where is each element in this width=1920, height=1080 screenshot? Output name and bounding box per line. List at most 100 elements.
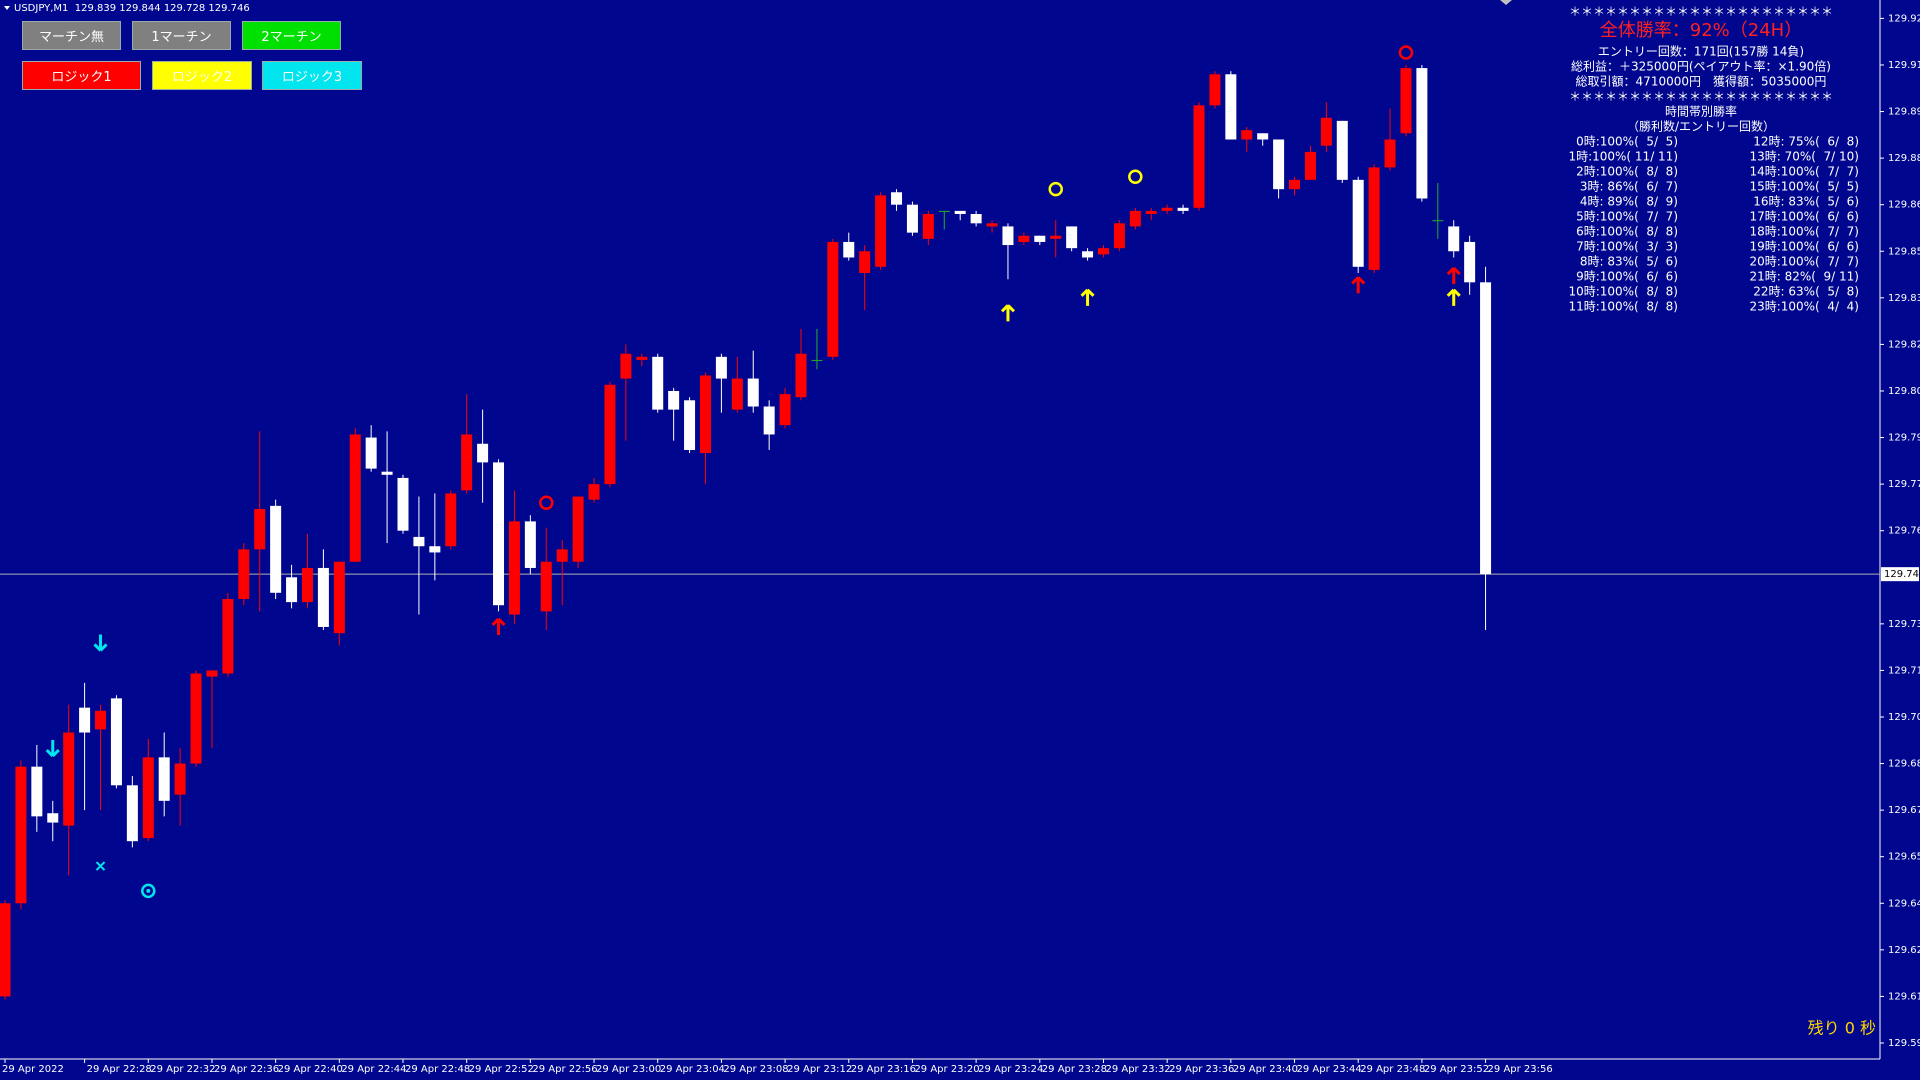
candle-body	[970, 214, 982, 224]
button-martin-2[interactable]: 2マーチン	[242, 21, 341, 50]
y-tick-label: 129.715	[1888, 665, 1920, 676]
candle-body	[1273, 139, 1285, 190]
candle-body	[1209, 74, 1221, 106]
button-logic-2[interactable]: ロジック2	[152, 61, 252, 90]
last-price-box	[1881, 567, 1919, 582]
x-tick-label: 29 Apr 23:44	[1297, 1064, 1362, 1075]
candle-body	[95, 710, 107, 730]
candle-body	[524, 521, 536, 568]
signal-arrow-up	[1446, 288, 1461, 306]
candle-body	[238, 549, 250, 600]
candle-body	[142, 757, 154, 839]
y-tick-label: 129.910	[1888, 60, 1920, 71]
y-tick-label: 129.610	[1888, 991, 1920, 1002]
x-tick-label: 29 Apr 2022	[2, 1064, 64, 1075]
candle-body	[1336, 120, 1348, 180]
x-tick-label: 29 Apr 23:20	[914, 1064, 979, 1075]
candle-body	[206, 670, 218, 677]
candle-body	[1464, 241, 1476, 283]
candle-body	[461, 434, 473, 491]
panel-row-right: 21時: 82%( 9/ 11)	[1749, 270, 1859, 284]
panel-row-right: 12時: 75%( 6/ 8)	[1753, 135, 1859, 149]
panel-line: ＊＊＊＊＊＊＊＊＊＊＊＊＊＊＊＊＊＊＊＊＊＊	[1569, 5, 1833, 19]
signal-circle	[1128, 169, 1143, 184]
panel-line: 総利益：＋325000円(ペイアウト率：×1.90倍)	[1571, 59, 1831, 74]
panel-line: ＊＊＊＊＊＊＊＊＊＊＊＊＊＊＊＊＊＊＊＊＊＊	[1569, 90, 1833, 104]
panel-row-right: 19時:100%( 6/ 6)	[1749, 240, 1859, 254]
candle-body	[699, 375, 711, 454]
candle-body	[445, 493, 457, 547]
signal-arrow-down	[45, 740, 60, 758]
panel-row-right: 23時:100%( 4/ 4)	[1749, 300, 1859, 314]
y-tick-label: 129.805	[1888, 386, 1920, 397]
candle-body	[1257, 133, 1269, 140]
panel-row-left: 1時:100%( 11/ 11)	[1568, 150, 1678, 164]
x-tick-label: 29 Apr 23:04	[660, 1064, 725, 1075]
candle-body	[477, 443, 489, 463]
candle-body	[747, 378, 759, 407]
x-tick-label: 29 Apr 22:32	[150, 1064, 215, 1075]
candle-body	[779, 394, 791, 426]
candle-body	[1448, 226, 1460, 252]
panel-line: （勝利数/エントリー回数）	[1627, 119, 1775, 134]
x-tick-label: 29 Apr 22:44	[341, 1064, 406, 1075]
panel-row-right: 20時:100%( 7/ 7)	[1749, 255, 1859, 269]
candle-body	[1082, 251, 1094, 258]
candle-body	[556, 549, 568, 562]
y-tick-label: 129.700	[1888, 712, 1920, 723]
y-tick-label: 129.730	[1888, 619, 1920, 630]
candle-body	[79, 707, 91, 733]
x-tick-label: 29 Apr 23:00	[596, 1064, 661, 1075]
candle-body	[254, 508, 266, 550]
panel-row-right: 22時: 63%( 5/ 8)	[1753, 285, 1859, 299]
candle-body	[270, 505, 282, 593]
button-logic-3[interactable]: ロジック3	[262, 61, 362, 90]
panel-row-right: 14時:100%( 7/ 7)	[1749, 165, 1859, 179]
candle-body	[110, 698, 122, 786]
panel-row-left: 11時:100%( 8/ 8)	[1568, 300, 1678, 314]
panel-row-left: 2時:100%( 8/ 8)	[1576, 165, 1678, 179]
candle-body	[1066, 226, 1078, 249]
candle-body	[381, 471, 393, 475]
panel-row-right: 15時:100%( 5/ 5)	[1749, 180, 1859, 194]
shift-marker	[1500, 0, 1512, 5]
x-tick-label: 29 Apr 23:16	[851, 1064, 916, 1075]
candle-body	[1097, 248, 1109, 255]
y-tick-label: 129.625	[1888, 945, 1920, 956]
candle-body	[1352, 179, 1364, 267]
candle-body	[174, 763, 186, 795]
countdown: 残り 0 秒	[1808, 1019, 1876, 1038]
header-text: USDJPY,M1 129.839 129.844 129.728 129.74…	[14, 3, 250, 14]
candle-body	[493, 462, 505, 606]
candle-body	[636, 356, 648, 360]
y-tick-label: 129.760	[1888, 526, 1920, 537]
button-martin-none[interactable]: マーチン無	[22, 21, 121, 50]
x-tick-label: 29 Apr 23:08	[723, 1064, 788, 1075]
candle-body	[508, 521, 520, 615]
button-logic-1[interactable]: ロジック1	[22, 61, 141, 90]
panel-row-left: 0時:100%( 5/ 5)	[1576, 135, 1678, 149]
x-tick-label: 29 Apr 23:52	[1424, 1064, 1489, 1075]
x-tick-label: 29 Apr 23:48	[1360, 1064, 1425, 1075]
button-martin-1[interactable]: 1マーチン	[132, 21, 231, 50]
y-tick-label: 129.655	[1888, 852, 1920, 863]
panel-row-left: 5時:100%( 7/ 7)	[1576, 210, 1678, 224]
x-tick-label: 29 Apr 22:28	[87, 1064, 152, 1075]
y-tick-label: 129.925	[1888, 13, 1920, 24]
panel-row-left: 6時:100%( 8/ 8)	[1576, 225, 1678, 239]
y-tick-label: 129.880	[1888, 153, 1920, 164]
candle-body	[365, 437, 377, 469]
x-tick-label: 29 Apr 23:28	[1042, 1064, 1107, 1075]
candle-body	[1145, 210, 1157, 215]
candle-body	[63, 732, 75, 826]
x-tick-label: 29 Apr 23:36	[1169, 1064, 1234, 1075]
candle-body	[1320, 117, 1332, 146]
signal-arrow-up	[1351, 276, 1366, 294]
x-tick-label: 29 Apr 23:56	[1488, 1064, 1553, 1075]
candle-body	[1193, 105, 1205, 208]
candle-body	[1241, 130, 1253, 140]
candle-body	[540, 561, 552, 612]
x-tick-label: 29 Apr 22:36	[214, 1064, 279, 1075]
panel-row-left: 7時:100%( 3/ 3)	[1576, 240, 1678, 254]
candle-body	[668, 390, 680, 410]
